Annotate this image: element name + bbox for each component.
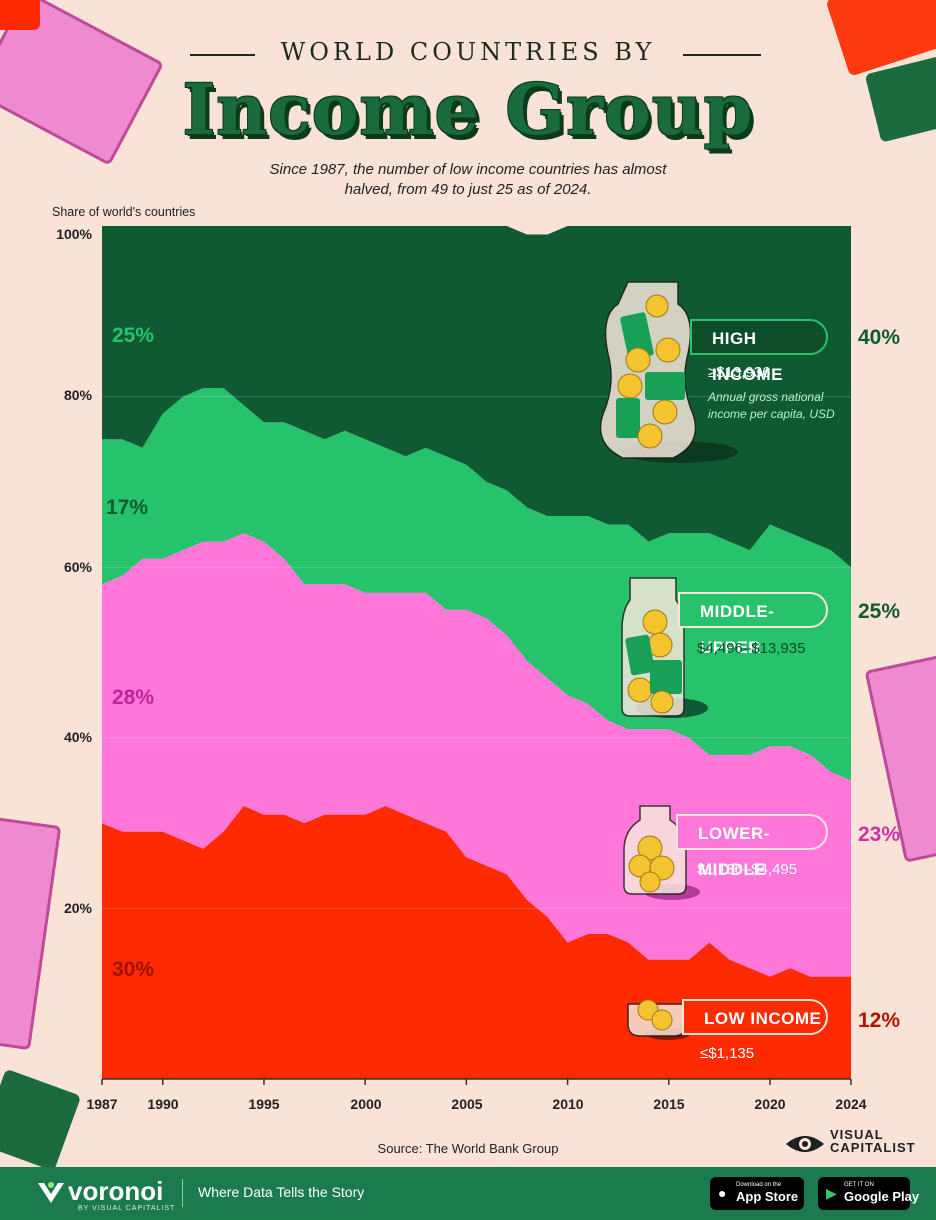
high-income-range: ≥$13,936 [708,364,771,381]
app-store-button[interactable]: ● Download on the App Store [710,1177,804,1210]
x-tick-label: 1995 [248,1096,280,1112]
visual-capitalist-logo-icon [786,1136,824,1152]
middle-upper-jar-icon [621,577,708,718]
y-tick-label: 80% [63,387,92,403]
google-play-big-text: Google Play [844,1189,920,1204]
y-tick-label: 100% [56,226,92,242]
y-tick-label: 20% [63,900,92,916]
visual-capitalist-brand: VISUAL CAPITALIST [830,1128,916,1154]
middle-upper-range: $4,496–$13,935 [697,640,806,657]
x-tick-label: 2005 [451,1096,483,1112]
low-income-start-label: 30% [112,958,155,981]
red-decoration-top-left [0,0,40,30]
title-rule-left [190,54,255,56]
x-tick-label: 2010 [552,1096,584,1112]
high-income-end-label: 40% [858,326,901,349]
y-tick-label: 40% [63,729,92,745]
middle-upper-tag: MIDDLE-UPPER [678,592,828,657]
low-income-jar-icon [627,999,690,1040]
title-rule-right [683,54,761,56]
footer-tagline: Where Data Tells the Story [198,1184,365,1200]
google-play-small-text: GET IT ON [844,1182,874,1188]
footer-bar: voronoi BY VISUAL CAPITALIST Where Data … [0,1167,936,1220]
app-store-big-text: App Store [736,1189,799,1204]
main-title: Income Group [182,68,754,151]
x-tick-label: 2015 [653,1096,685,1112]
lower-middle-tag: LOWER-MIDDLE [676,814,828,879]
brand-line-1: VISUAL [830,1127,884,1142]
x-tick-label: 2000 [350,1096,382,1112]
super-title: WORLD COUNTRIES BY [280,38,656,66]
low-income-tag: LOW INCOME [682,999,828,1035]
low-income-range: ≤$1,135 [700,1045,755,1062]
lower-middle-jar-icon [623,805,700,900]
lower-middle-end-label: 23% [858,823,901,846]
lower-middle-range: $1,136–$4,495 [697,861,798,878]
google-play-icon: ▶ [826,1185,837,1201]
middle-upper-start-label: 17% [106,496,149,519]
middle-upper-end-label: 25% [858,600,901,623]
apple-icon: ● [718,1185,727,1201]
source-note: Source: The World Bank Group [377,1141,559,1156]
x-tick-label: 2020 [754,1096,786,1112]
footer-separator [182,1179,183,1207]
y-axis-title: Share of world's countries [52,205,196,219]
high-income-start-label: 25% [112,324,155,347]
low-income-end-label: 12% [858,1009,901,1032]
x-tick-label: 1987 [86,1096,118,1112]
app-store-small-text: Download on the [736,1182,782,1188]
brand-line-2: CAPITALIST [830,1140,916,1155]
voronoi-byline: BY VISUAL CAPITALIST [78,1205,176,1212]
high-income-tag: HIGH INCOME [690,319,828,384]
x-tick-label: 2024 [835,1096,867,1112]
lower-middle-start-label: 28% [112,686,155,709]
subtitle: Since 1987, the number of low income cou… [269,161,667,198]
high-income-jar-icon [599,281,738,463]
google-play-button[interactable]: ▶ GET IT ON Google Play [818,1177,919,1210]
high-income-note: Annual gross national income per capita,… [708,390,835,421]
voronoi-logo-text[interactable]: voronoi [68,1176,164,1206]
x-tick-label: 1990 [147,1096,179,1112]
voronoi-logo-icon[interactable] [36,1179,66,1205]
y-tick-label: 60% [63,559,92,575]
